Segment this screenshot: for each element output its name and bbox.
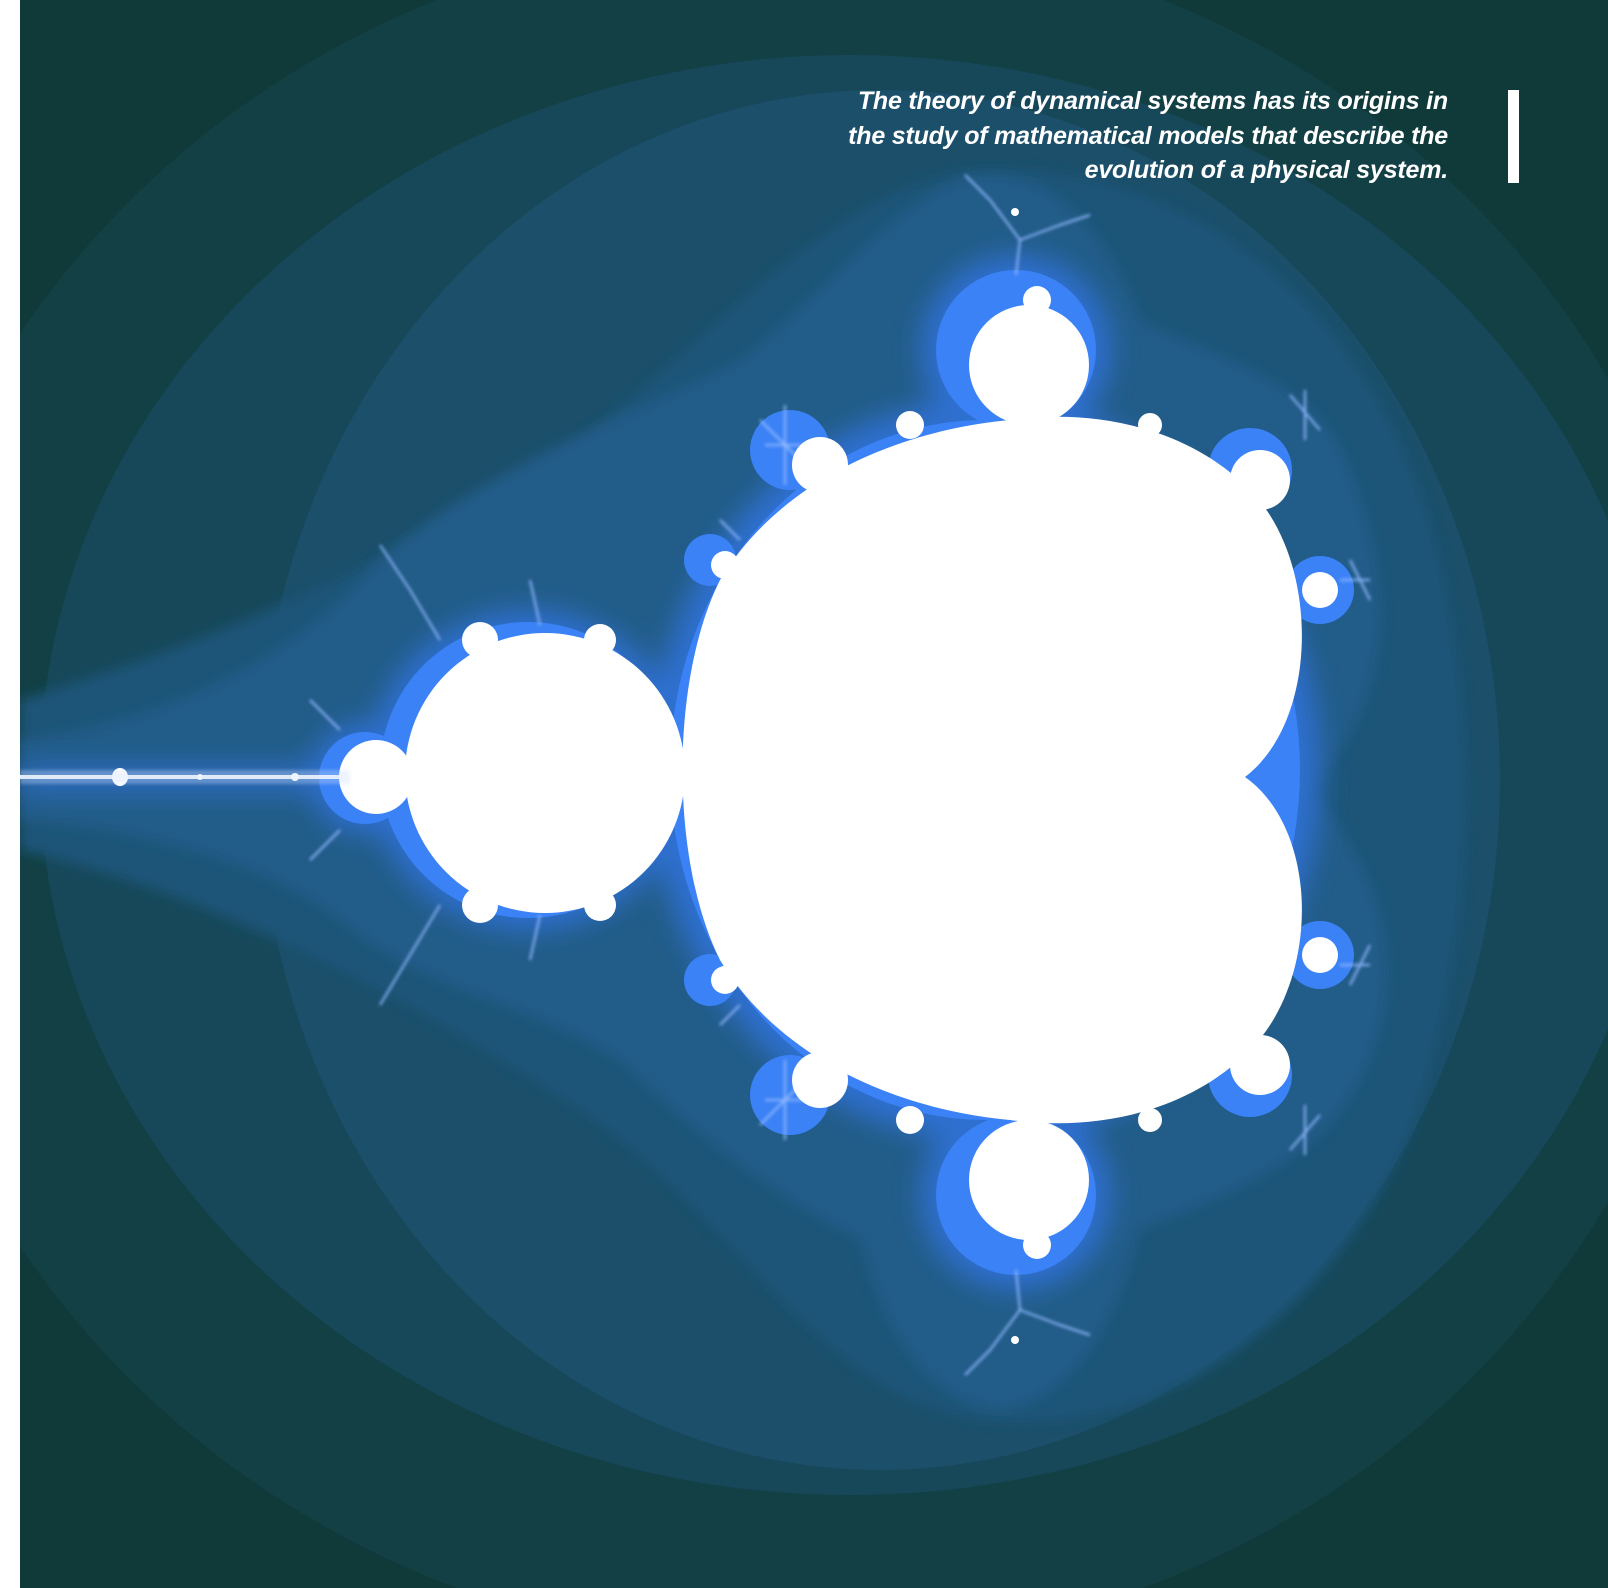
quote-text: The theory of dynamical systems has its …	[768, 84, 1448, 188]
mandelbrot-fractal-icon	[20, 0, 1608, 1588]
quote-line-1: The theory of dynamical systems has its …	[857, 87, 1448, 115]
real-axis-glow	[20, 770, 350, 784]
mandelbrot-set	[112, 208, 1338, 1344]
quote-line-2: the study of mathematical models that de…	[848, 121, 1448, 150]
quote-accent-bar	[1508, 90, 1519, 183]
quote-line-3: evolution of a physical system.	[1084, 156, 1449, 184]
fractal-image	[20, 0, 1608, 1588]
filaments	[309, 174, 1371, 1376]
